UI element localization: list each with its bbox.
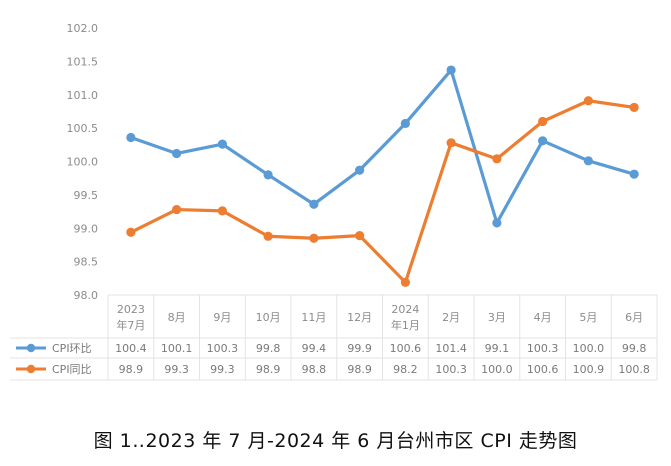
data-point [309, 233, 319, 243]
x-tick-label: 2024 [391, 303, 419, 316]
y-axis-ticks: 102.0 101.5 101.0 100.5 100.0 99.5 99.0 98.5 98.… [67, 22, 99, 302]
category-labels: 2023 年7月 8月 9月 10月 11月 12月 2024 年1月 2月 3月 4月 5月 6月 [116, 303, 643, 332]
x-tick-label: 11月 [301, 311, 326, 324]
data-point [446, 65, 456, 75]
data-table-cell: 100.3 [527, 342, 559, 355]
data-point [217, 139, 227, 149]
data-point [446, 138, 456, 148]
data-table-cell: 100.6 [527, 363, 559, 376]
data-point [400, 277, 410, 287]
data-point [263, 170, 273, 180]
data-table-cell: 100.6 [390, 342, 422, 355]
legend-label: CPI环比 [52, 342, 92, 355]
data-table-cell: 98.2 [393, 363, 418, 376]
data-point [492, 154, 502, 164]
data-point [538, 116, 548, 127]
data-table-cell: 98.9 [256, 363, 281, 376]
data-point [263, 231, 273, 241]
y-tick-label: 101.5 [67, 55, 99, 68]
y-tick-label: 99.5 [74, 189, 99, 202]
chart: 102.0 101.5 101.0 100.5 100.0 99.5 99.0 98.5 98.… [10, 22, 658, 381]
data-point [172, 204, 182, 215]
y-tick-label: 101.0 [67, 89, 99, 102]
y-tick-label: 98.0 [74, 289, 99, 302]
x-tick-label: 2月 [442, 311, 460, 324]
x-tick-label: 3月 [488, 311, 506, 324]
data-table-cell: 100.4 [115, 342, 147, 355]
x-tick-label: 10月 [256, 311, 281, 324]
y-tick-label: 102.0 [67, 22, 99, 35]
legend-label: CPI同比 [52, 363, 92, 376]
data-point [217, 206, 227, 216]
data-table-cell: 101.4 [435, 342, 467, 355]
y-tick-label: 100.0 [67, 156, 99, 169]
data-table-cell: 100.0 [481, 363, 513, 376]
x-tick-label: 8月 [168, 311, 186, 324]
series-line-0 [129, 68, 636, 225]
data-table-cell: 100.9 [573, 363, 605, 376]
y-tick-label: 98.5 [74, 256, 99, 269]
data-table-cell: 99.3 [164, 363, 189, 376]
data-table-cell: 99.4 [302, 342, 327, 355]
legend-marker [26, 343, 36, 353]
data-point [538, 136, 548, 146]
data-table-cell: 99.8 [622, 342, 647, 355]
x-tick-label: 年7月 [116, 318, 145, 332]
y-tick-label: 100.5 [67, 122, 99, 135]
data-point [400, 118, 410, 129]
data-table-cell: 100.0 [573, 342, 605, 355]
data-table-cell: 100.8 [618, 363, 650, 376]
series-line-1 [129, 99, 636, 284]
data-point [583, 96, 593, 106]
legend-marker [26, 364, 36, 374]
data-table-cell: 100.3 [435, 363, 467, 376]
x-tick-label: 6月 [625, 311, 643, 324]
data-table-grid [10, 294, 658, 381]
figure-caption: 图 1‥2023 年 7 月-2024 年 6 月台州市区 CPI 走势图 [93, 430, 578, 452]
data-point [309, 199, 319, 209]
series-layer [126, 65, 639, 287]
data-point [126, 227, 136, 237]
x-tick-label: 年1月 [391, 318, 420, 332]
y-tick-label: 99.0 [74, 222, 99, 235]
data-table-cell: 98.9 [119, 363, 144, 376]
data-table-cell: 98.9 [347, 363, 372, 376]
data-point [629, 102, 639, 113]
x-tick-label: 5月 [579, 311, 597, 324]
x-tick-label: 9月 [213, 311, 231, 324]
data-table: CPI环比 100.4 100.1 100.3 99.8 99.4 99.9 100.6 101… [16, 342, 650, 376]
data-point [126, 132, 136, 143]
data-point [629, 169, 639, 179]
data-point [583, 156, 593, 166]
x-tick-label: 4月 [534, 311, 552, 324]
data-table-cell: 99.9 [347, 342, 372, 355]
x-tick-label: 2023 [117, 303, 145, 316]
data-table-cell: 100.3 [207, 342, 239, 355]
data-point [355, 230, 365, 241]
data-point [355, 165, 365, 175]
data-point [172, 148, 182, 159]
data-table-cell: 100.1 [161, 342, 193, 355]
data-table-cell: 98.8 [302, 363, 327, 376]
x-tick-label: 12月 [347, 311, 372, 324]
data-point [492, 218, 502, 228]
data-table-cell: 99.3 [210, 363, 235, 376]
data-table-cell: 99.8 [256, 342, 281, 355]
line-chart-svg: 102.0 101.5 101.0 100.5 100.0 99.5 99.0 98.5 98.… [10, 22, 658, 381]
data-table-cell: 99.1 [485, 342, 510, 355]
